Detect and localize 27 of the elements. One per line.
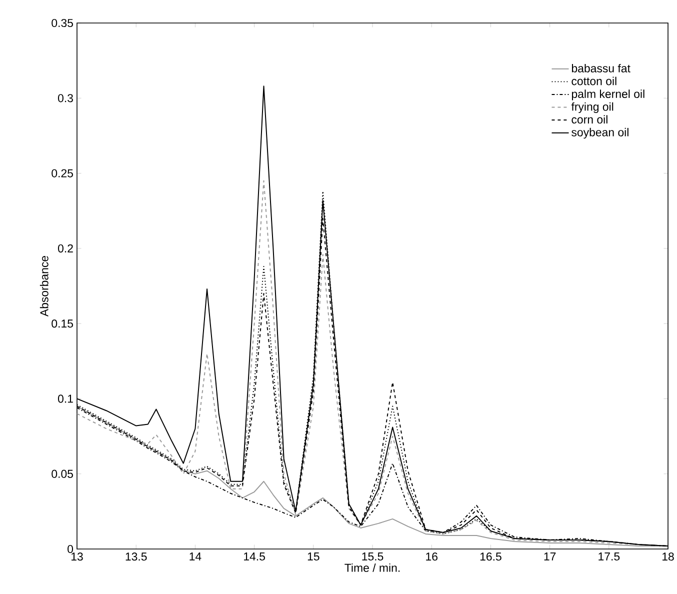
y-tick-label: 0.1 (58, 394, 73, 403)
x-tick-label: 14 (190, 552, 202, 560)
legend-label: corn oil (572, 115, 608, 124)
x-tick-label: 17 (544, 552, 556, 560)
x-tick-label: 17.5 (598, 552, 620, 561)
y-axis-title: Absorbance (40, 256, 48, 317)
legend-label: cotton oil (572, 76, 616, 86)
y-tick-label: 0.3 (58, 94, 73, 102)
x-tick-label: 18 (662, 552, 674, 561)
x-tick-label: 13.5 (126, 552, 147, 561)
x-tick-label: 14.5 (244, 552, 265, 561)
legend-label: babassu fat (572, 64, 630, 72)
y-tick-label: 0.2 (58, 244, 73, 252)
legend-label: palm kernel oil (572, 90, 644, 100)
x-tick-label: 16 (426, 552, 438, 561)
y-tick-label: 0.25 (52, 169, 73, 178)
x-axis-title: Time / min. (344, 563, 400, 572)
y-tick-label: 0 (68, 544, 74, 554)
x-tick-label: 15.5 (362, 552, 384, 561)
legend-label: frying oil (571, 102, 614, 114)
x-tick-label: 16.5 (480, 552, 502, 561)
legend-label: soybean oil (572, 128, 628, 139)
y-tick-label: 0.35 (52, 18, 73, 28)
y-tick-label: 0.15 (52, 320, 73, 328)
x-tick-label: 15 (308, 552, 320, 561)
x-tick-label: 13 (72, 552, 83, 561)
y-tick-label: 0.05 (52, 470, 73, 478)
